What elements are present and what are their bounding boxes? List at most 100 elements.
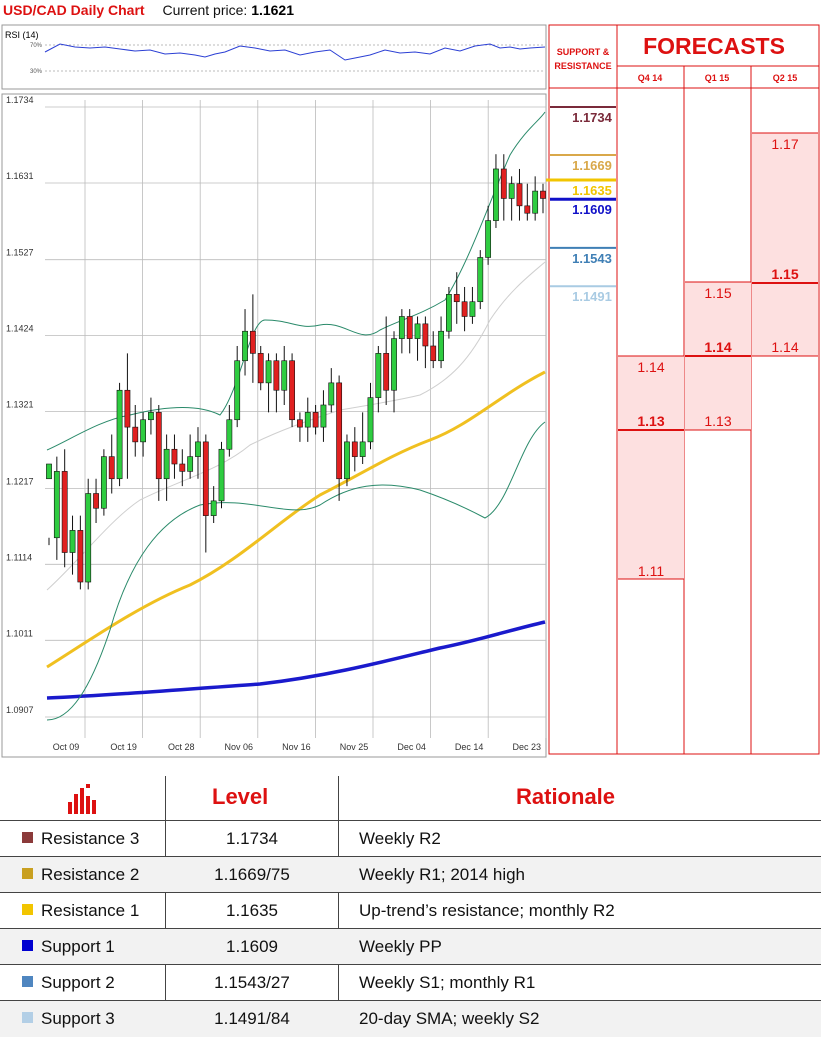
sr-levels: 1.1734 1.1669 1.1635 1.1609 1.1543 1.1491	[546, 106, 616, 304]
rsi-label: RSI (14)	[5, 30, 39, 40]
candle-body	[422, 323, 429, 347]
candle-body	[179, 463, 186, 472]
candle-body	[140, 419, 146, 443]
row-color-swatch	[22, 904, 33, 916]
row-rationale: Up-trend’s resistance; monthly R2	[359, 901, 615, 920]
candle-body	[304, 412, 311, 428]
candle-body	[367, 397, 374, 443]
rsi-70-label: 70%	[30, 43, 43, 49]
bollinger-lower	[46, 421, 546, 721]
chart-title: USD/CAD Daily Chart	[3, 2, 145, 18]
sr-level-value: 1.1669	[572, 158, 612, 173]
y-tick-label: 1.1424	[6, 324, 34, 334]
row-name: Support 3	[22, 1009, 115, 1029]
sma-20-line	[46, 261, 546, 591]
candle-body	[406, 316, 413, 339]
candle-body	[320, 404, 327, 428]
candle-body	[108, 456, 115, 480]
candle-body	[336, 382, 343, 480]
candle-body	[46, 463, 52, 480]
x-tick-label: Oct 19	[110, 742, 137, 752]
candle-body	[69, 530, 76, 553]
q4-low-value: 1.11	[638, 563, 664, 579]
x-tick-label: Nov 16	[282, 742, 311, 752]
sr-level-value: 1.1543	[572, 251, 612, 266]
row-level: 1.1669/75	[214, 865, 290, 884]
candle-body	[383, 353, 390, 391]
q1-lower-range	[685, 356, 751, 430]
candle-body	[273, 360, 280, 391]
candle-body	[218, 448, 225, 502]
sma-200-line	[46, 620, 546, 700]
candle-body	[516, 183, 523, 207]
forecast-col-q2: Q2 15	[773, 73, 798, 83]
y-tick-label: 1.1527	[6, 248, 34, 258]
candle-body	[438, 330, 444, 362]
candle-body	[328, 382, 335, 406]
candle-body	[469, 301, 476, 317]
candle-body	[53, 471, 60, 539]
candle-body	[485, 220, 492, 258]
row-name-text: Resistance 3	[41, 829, 140, 848]
q1-low-value: 1.13	[704, 413, 731, 429]
candle-body	[100, 456, 107, 509]
candle-body	[493, 168, 499, 221]
table-header-level: Level	[212, 784, 269, 809]
q1-high-value: 1.15	[704, 285, 731, 301]
y-tick-label: 1.1011	[6, 628, 33, 638]
candle-body	[289, 360, 295, 421]
candle-body	[430, 345, 437, 362]
row-color-swatch	[22, 832, 33, 844]
x-tick-label: Oct 28	[168, 742, 195, 752]
x-axis-ticks: Oct 09 Oct 19 Oct 28 Nov 06 Nov 16 Nov 25 Dec …	[53, 742, 541, 752]
table-row: Support 3 1.1491/84 20-day SMA; weekly S2	[0, 1000, 821, 1037]
q4-lower-range	[618, 430, 684, 579]
y-tick-label: 1.1631	[6, 171, 34, 181]
sr-level-value: 1.1609	[572, 202, 612, 217]
candle-body	[281, 360, 288, 391]
candle-body	[375, 353, 382, 398]
row-name: Resistance 2	[22, 865, 139, 885]
forecast-col-q1: Q1 15	[705, 73, 730, 83]
candle-body	[391, 338, 397, 391]
candle-body	[132, 426, 139, 443]
table-row: Support 2 1.1543/27 Weekly S1; monthly R1	[0, 964, 821, 1001]
candle-body	[148, 412, 154, 421]
chart-title-bar: USD/CAD Daily Chart Current price: 1.162…	[3, 2, 294, 18]
row-level: 1.1609	[226, 937, 278, 956]
candle-body	[453, 294, 460, 303]
candle-body	[524, 205, 531, 214]
candle-body	[93, 493, 99, 509]
y-tick-label: 1.1321	[6, 400, 34, 410]
candle-body	[163, 448, 170, 480]
candle-body	[249, 330, 256, 354]
candle-body	[540, 190, 546, 199]
forecast-title: FORECASTS	[643, 33, 785, 59]
q2-low-value: 1.14	[771, 339, 798, 355]
row-name-text: Support 3	[41, 1009, 115, 1028]
candle-body	[398, 316, 405, 339]
candle-body	[461, 301, 468, 317]
x-tick-label: Dec 04	[397, 742, 426, 752]
row-level: 1.1734	[226, 829, 278, 848]
row-color-swatch	[22, 868, 33, 880]
candle-body	[210, 500, 217, 516]
candle-body	[116, 389, 123, 480]
row-rationale: 20-day SMA; weekly S2	[359, 1009, 540, 1028]
q1-mid-value: 1.14	[704, 339, 731, 355]
current-price-label: Current price:	[162, 2, 248, 18]
row-color-swatch	[22, 1012, 33, 1024]
row-name-text: Resistance 2	[41, 865, 140, 884]
candle-body	[171, 448, 178, 465]
row-name-text: Support 2	[41, 973, 115, 992]
table-row: Support 1 1.1609 Weekly PP	[0, 928, 821, 965]
row-name: Resistance 3	[22, 829, 139, 849]
candle-body	[226, 419, 233, 450]
candle-body	[500, 168, 507, 199]
x-tick-label: Nov 25	[340, 742, 369, 752]
rsi-panel	[1, 24, 547, 90]
candle-body	[265, 360, 272, 384]
candle-body	[195, 441, 201, 457]
table-row: Resistance 3 1.1734 Weekly R2	[0, 820, 821, 857]
